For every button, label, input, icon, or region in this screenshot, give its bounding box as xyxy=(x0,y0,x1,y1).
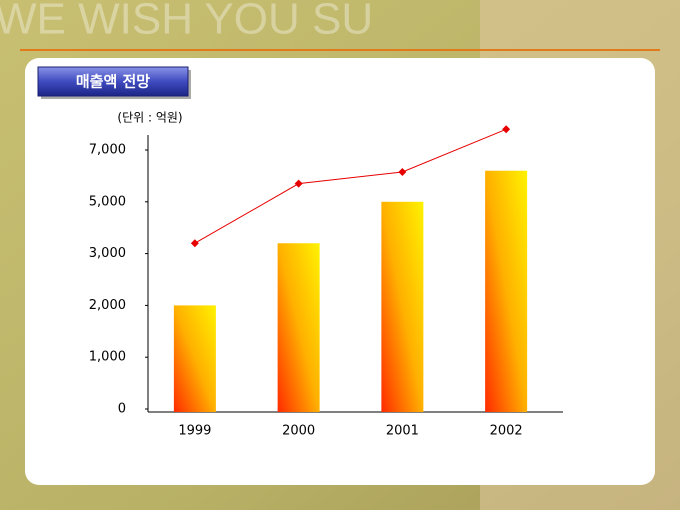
y-tick-label: 1,000 xyxy=(89,350,126,365)
bar xyxy=(173,305,216,412)
y-tick-label: 5,000 xyxy=(89,194,126,209)
line-marker xyxy=(294,179,303,188)
line-marker xyxy=(190,239,199,248)
y-tick-label: 3,000 xyxy=(89,246,126,261)
x-tick-label: 2002 xyxy=(490,424,523,439)
background-text: WE WISH YOU SU xyxy=(0,0,373,44)
bar xyxy=(381,201,424,412)
x-tick-label: 1999 xyxy=(178,424,211,439)
bar xyxy=(277,243,320,412)
y-tick-label: 0 xyxy=(118,402,126,417)
unit-label: (단위 : 억원) xyxy=(117,111,182,125)
chart-title: 매출액 전망 xyxy=(76,73,150,91)
line xyxy=(194,128,507,244)
line-marker xyxy=(502,125,511,134)
y-tick-label: 7,000 xyxy=(89,143,126,158)
line-marker xyxy=(398,168,407,177)
title-box xyxy=(37,66,189,97)
y-tick-label: 2,000 xyxy=(89,298,126,313)
x-tick-label: 2000 xyxy=(282,424,315,439)
bar xyxy=(485,170,528,412)
x-tick-label: 2001 xyxy=(386,424,419,439)
